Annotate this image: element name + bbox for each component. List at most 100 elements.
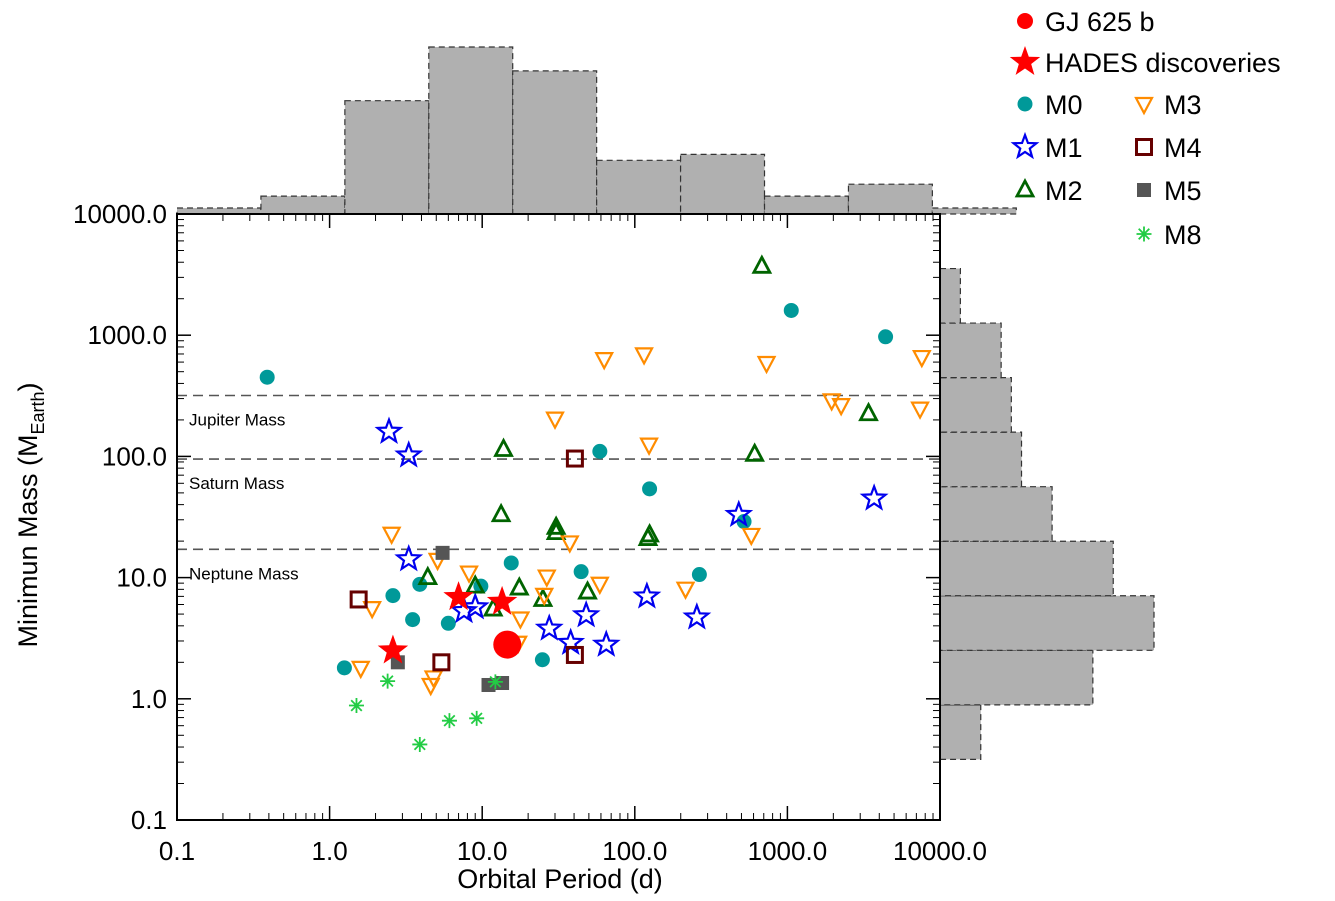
point-m0 bbox=[336, 660, 352, 676]
point-m2 bbox=[417, 565, 439, 585]
point-m3 bbox=[831, 398, 851, 417]
point-m8 bbox=[380, 673, 396, 689]
plot-frame bbox=[176, 213, 941, 821]
period-histogram-bar bbox=[260, 195, 346, 215]
mass-histogram-bar bbox=[939, 267, 961, 324]
point-m1 bbox=[571, 599, 601, 628]
legend-label: M8 bbox=[1164, 220, 1202, 250]
period-histogram-bar bbox=[931, 207, 1017, 215]
point-m3 bbox=[423, 670, 444, 689]
y-tick-label: 1.0 bbox=[131, 684, 167, 714]
legend-marker-m3 bbox=[1134, 96, 1154, 116]
point-m1 bbox=[632, 581, 662, 609]
point-m1 bbox=[460, 592, 490, 620]
x-tick-label: 1.0 bbox=[312, 836, 348, 866]
point-m2 bbox=[744, 442, 765, 462]
x-tick-label: 1000.0 bbox=[748, 836, 828, 866]
point-m3 bbox=[559, 535, 580, 554]
point-m3 bbox=[459, 565, 479, 584]
point-gj-625-b bbox=[493, 630, 522, 659]
point-m1 bbox=[374, 416, 404, 444]
point-m0 bbox=[503, 555, 519, 571]
legend-label: M5 bbox=[1164, 176, 1202, 206]
x-tick-label: 0.1 bbox=[159, 836, 195, 866]
point-m1 bbox=[724, 499, 754, 528]
point-m8 bbox=[441, 713, 457, 729]
legend-label: GJ 625 b bbox=[1045, 7, 1155, 37]
point-m3 bbox=[534, 587, 555, 607]
x-tick-label: 100.0 bbox=[602, 836, 667, 866]
point-m2 bbox=[464, 574, 486, 594]
point-m5 bbox=[435, 545, 450, 560]
y-axis-title-subscript: Earth bbox=[28, 391, 48, 434]
point-m4 bbox=[349, 590, 368, 609]
point-m3 bbox=[589, 576, 610, 596]
period-histogram bbox=[176, 46, 1017, 215]
point-m2 bbox=[545, 515, 567, 535]
point-m1 bbox=[394, 440, 424, 468]
y-axis-ticks: 0.1 1.0 10.0 100.0 1000.0 10000.0 bbox=[73, 199, 940, 835]
point-m1 bbox=[534, 613, 564, 641]
legend-marker-m0 bbox=[1017, 96, 1033, 112]
point-m8 bbox=[412, 736, 428, 752]
point-m3 bbox=[756, 355, 777, 375]
point-m3 bbox=[910, 401, 930, 420]
point-m0 bbox=[592, 443, 608, 459]
legend-marker-m8 bbox=[1136, 226, 1152, 242]
y-tick-label: 100.0 bbox=[102, 441, 167, 471]
period-histogram-bar bbox=[763, 195, 850, 215]
point-m1 bbox=[394, 543, 424, 572]
point-m0 bbox=[878, 329, 894, 345]
x-tick-label: 10.0 bbox=[457, 836, 508, 866]
point-m3 bbox=[536, 569, 557, 588]
y-tick-label: 10000.0 bbox=[73, 199, 167, 229]
mass-histogram bbox=[939, 267, 1155, 760]
legend-label: M1 bbox=[1045, 133, 1083, 163]
mass-histogram-bar bbox=[939, 486, 1053, 542]
point-m0 bbox=[783, 302, 799, 318]
point-m8 bbox=[469, 710, 485, 726]
point-m5 bbox=[390, 655, 405, 670]
legend-label: M2 bbox=[1045, 176, 1083, 206]
legend: GJ 625 b HADES discoveries M0 M3 M1 M4 M2 M5 M8 bbox=[1009, 7, 1281, 250]
y-tick-label: 1000.0 bbox=[87, 320, 167, 350]
period-histogram-bar bbox=[596, 159, 682, 215]
point-m2 bbox=[493, 437, 514, 457]
legend-marker-m4 bbox=[1135, 138, 1153, 156]
point-m3 bbox=[675, 581, 696, 601]
reference-line-label: Jupiter Mass bbox=[189, 411, 285, 430]
point-hades-discoveries bbox=[486, 585, 518, 615]
mass-histogram-bar bbox=[939, 377, 1012, 433]
point-m3 bbox=[350, 660, 371, 680]
point-m0 bbox=[573, 564, 589, 580]
y-axis-title-main: Minimun Mass (M bbox=[13, 435, 43, 648]
point-m1 bbox=[556, 627, 586, 656]
point-m0 bbox=[642, 481, 658, 497]
point-m3 bbox=[639, 437, 659, 456]
y-axis-title-close: ) bbox=[13, 382, 43, 391]
point-hades-discoveries bbox=[377, 634, 409, 664]
point-m3 bbox=[594, 352, 615, 371]
mass-histogram-bar bbox=[939, 540, 1114, 597]
y-tick-label: 10.0 bbox=[116, 563, 167, 593]
data-points bbox=[259, 254, 932, 752]
point-m8 bbox=[487, 674, 503, 690]
point-m2 bbox=[577, 580, 598, 600]
reference-line-label: Neptune Mass bbox=[189, 564, 299, 583]
point-m2 bbox=[637, 526, 659, 546]
point-m2 bbox=[508, 576, 530, 596]
point-m0 bbox=[534, 652, 550, 668]
x-axis-title: Orbital Period (d) bbox=[457, 864, 663, 894]
legend-label: M3 bbox=[1164, 90, 1202, 120]
mass-histogram-bar bbox=[939, 431, 1023, 488]
point-m1 bbox=[682, 602, 712, 630]
point-m4 bbox=[565, 449, 584, 468]
x-axis-ticks: 0.1 1.0 10.0 100.0 1000.0 10000.0 bbox=[159, 214, 987, 866]
point-m0 bbox=[405, 612, 421, 628]
point-m0 bbox=[691, 567, 707, 583]
point-m2 bbox=[858, 401, 879, 422]
point-m0 bbox=[440, 615, 456, 631]
mass-histogram-bar bbox=[939, 704, 982, 760]
point-m3 bbox=[741, 527, 762, 547]
legend-label: M4 bbox=[1164, 133, 1202, 163]
